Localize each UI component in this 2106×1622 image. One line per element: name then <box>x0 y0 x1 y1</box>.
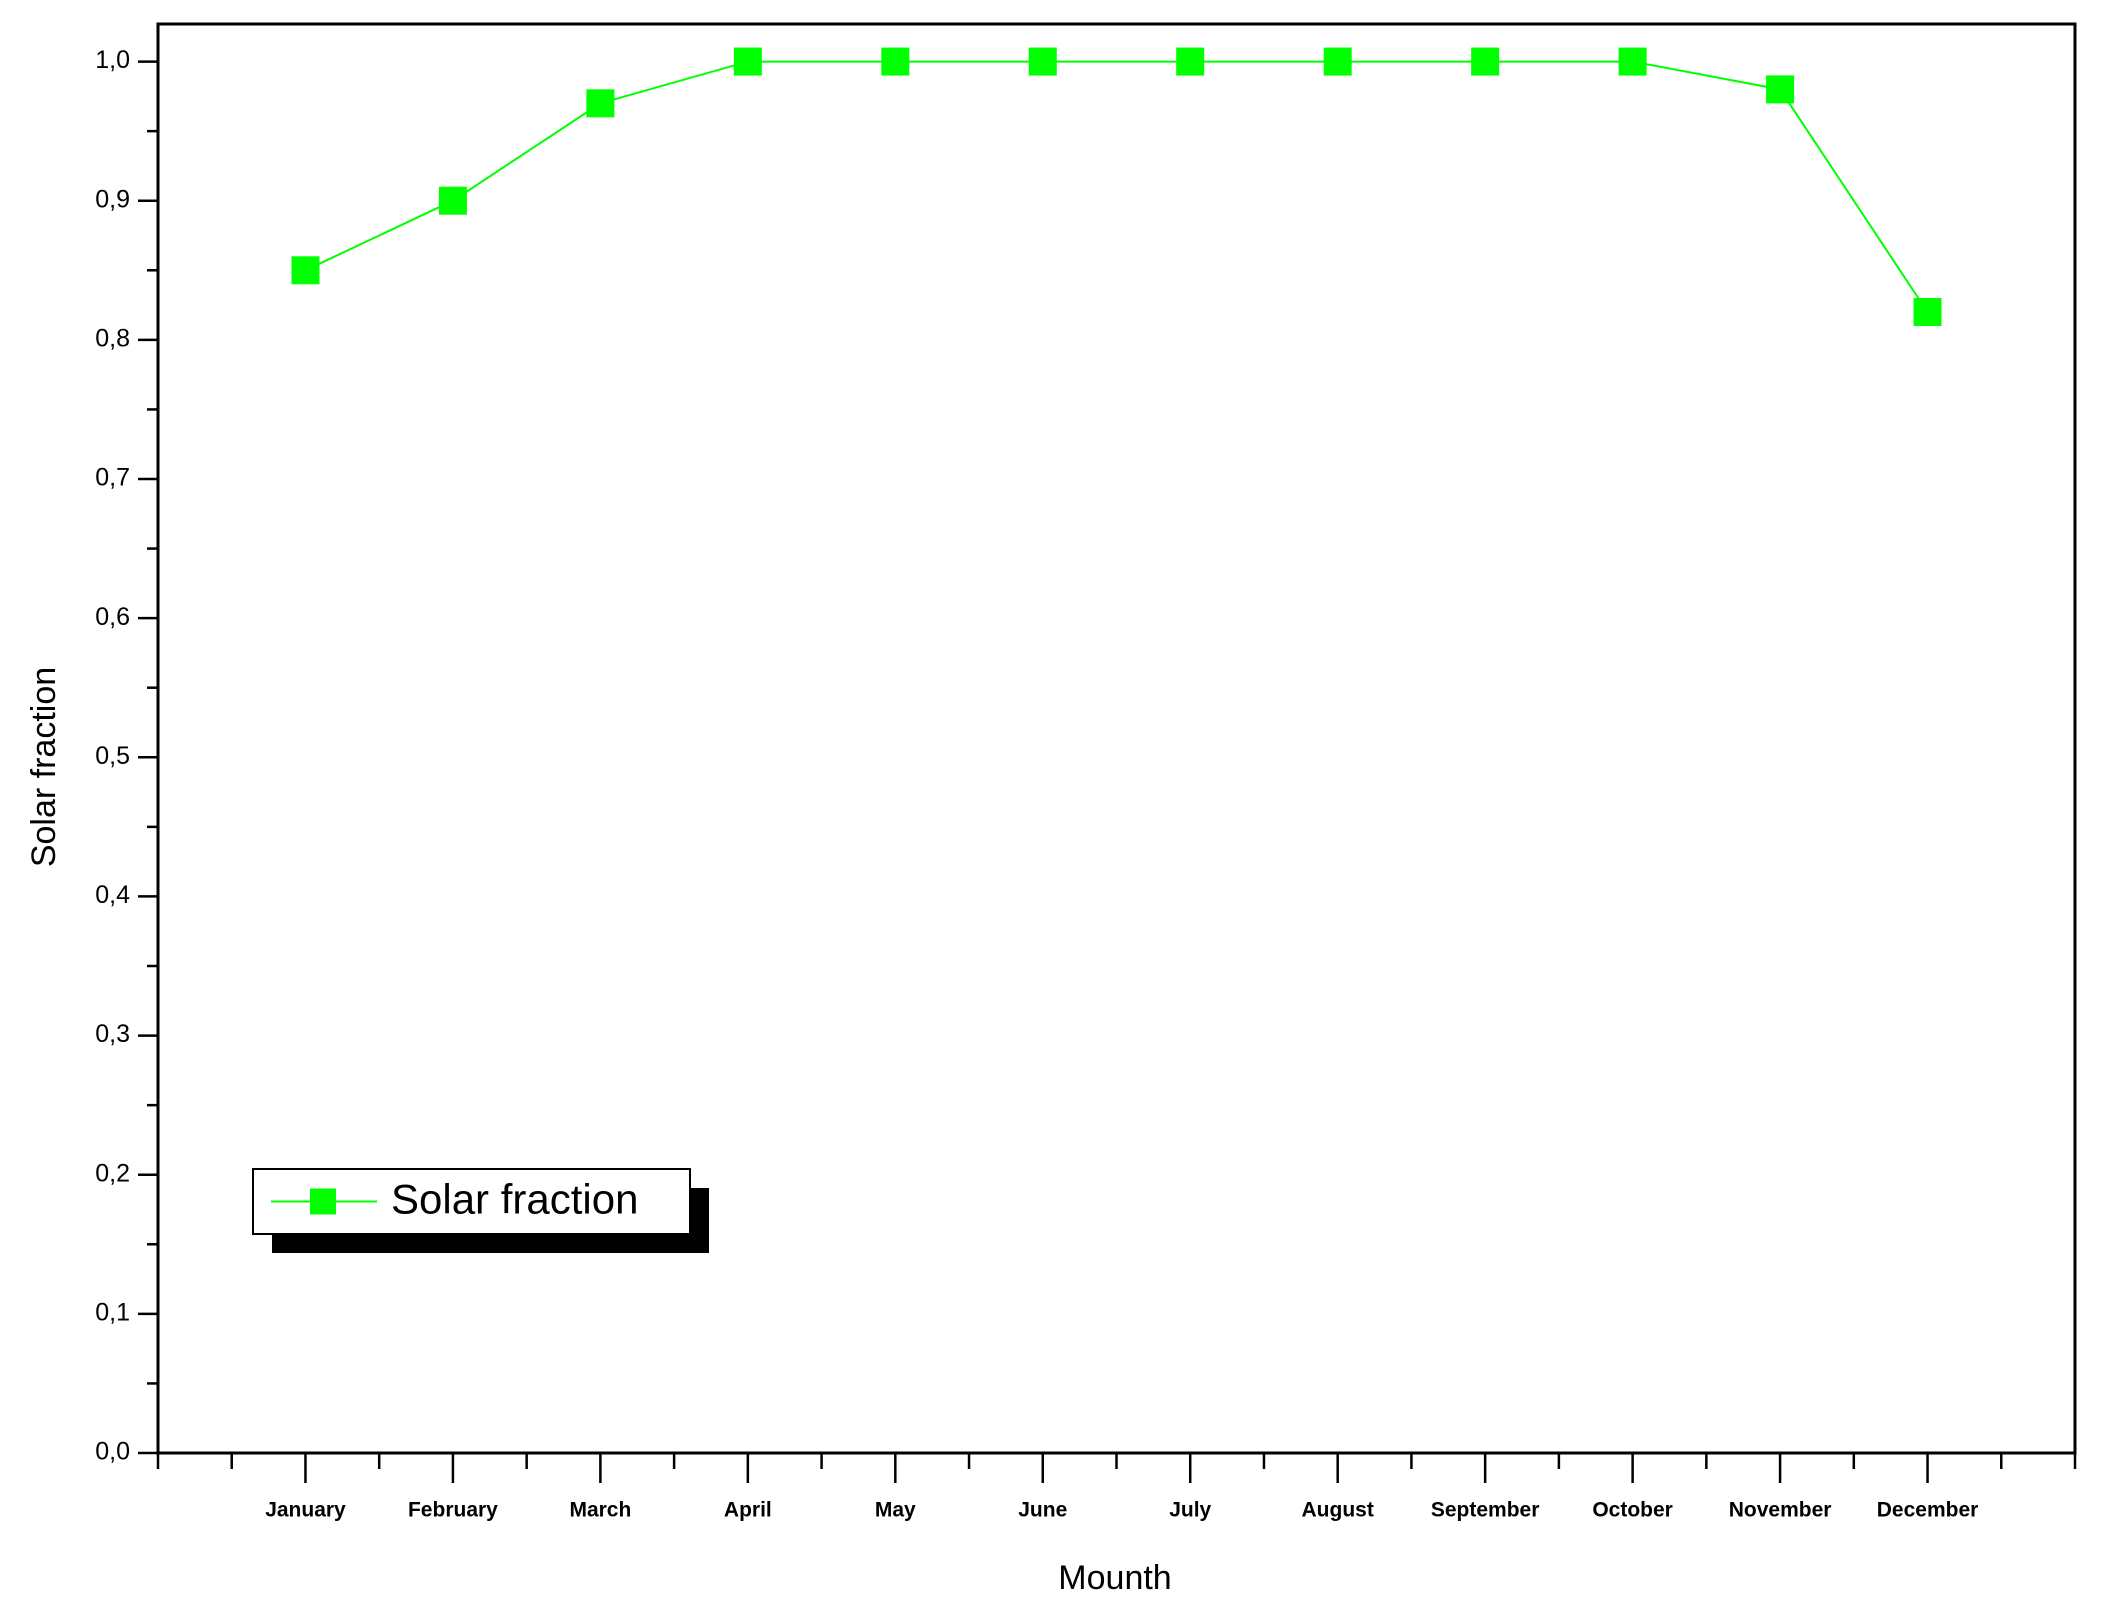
series-line <box>305 60 1929 313</box>
x-tick-label: August <box>1302 1499 1374 1522</box>
marker <box>1028 47 1057 76</box>
x-axis-title: Mounth <box>1058 1559 1171 1597</box>
y-tick-label: 1,0 <box>95 46 130 74</box>
y-tick-label: 0,6 <box>95 603 130 631</box>
marker <box>881 47 910 76</box>
x-tick-label: November <box>1729 1499 1832 1522</box>
marker <box>1766 75 1795 104</box>
legend-label: Solar fraction <box>391 1176 638 1223</box>
marker <box>291 256 320 285</box>
y-tick-label: 0,2 <box>95 1159 130 1187</box>
x-tick-label: October <box>1592 1499 1673 1522</box>
y-tick-label: 0,5 <box>95 742 130 770</box>
marker <box>733 47 762 76</box>
legend-marker <box>310 1188 336 1215</box>
marker <box>438 186 467 215</box>
marker <box>1176 47 1205 76</box>
x-tick-label: July <box>1169 1499 1211 1522</box>
marker <box>1471 47 1500 76</box>
x-tick-label: June <box>1018 1499 1067 1522</box>
x-tick-label: February <box>408 1499 498 1522</box>
y-axis-title: Solar fraction <box>25 667 63 867</box>
marker <box>1618 47 1647 76</box>
x-tick-label: September <box>1431 1499 1540 1522</box>
x-tick-label: May <box>875 1499 916 1522</box>
y-tick-label: 0,3 <box>95 1020 130 1048</box>
x-tick-label: March <box>569 1499 631 1522</box>
y-tick-label: 0,7 <box>95 464 130 492</box>
x-tick-label: January <box>265 1499 346 1522</box>
y-tick-label: 0,8 <box>95 324 130 352</box>
y-tick-label: 0,4 <box>95 881 130 909</box>
y-tick-label: 0,0 <box>95 1438 130 1466</box>
y-tick-label: 0,1 <box>95 1298 130 1326</box>
marker <box>1913 298 1942 327</box>
x-tick-label: December <box>1877 1499 1979 1522</box>
marker <box>1323 47 1352 76</box>
y-tick-label: 0,9 <box>95 185 130 213</box>
marker <box>586 89 615 118</box>
x-tick-label: April <box>724 1499 772 1522</box>
